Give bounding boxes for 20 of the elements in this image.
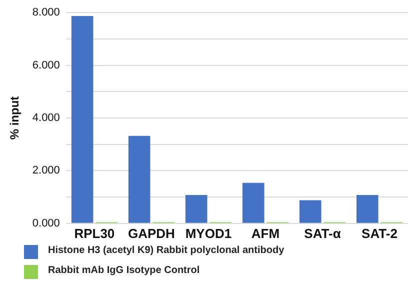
x-tick-label: SAT-2	[362, 226, 398, 241]
x-tick-label: GAPDH	[128, 226, 175, 241]
bar	[71, 16, 94, 223]
x-tick-label: SAT-α	[304, 226, 341, 241]
y-tick-label: 6.000	[32, 59, 60, 72]
legend-label: Rabbit mAb IgG Isotype Control	[48, 265, 200, 276]
y-axis-title: % input	[8, 96, 22, 140]
bar	[299, 200, 322, 223]
y-tick-label: 8.000	[32, 6, 60, 19]
y-tick-label: 2.000	[32, 164, 60, 177]
y-tick-label: 0.000	[32, 217, 60, 230]
bar	[128, 136, 150, 223]
bar	[185, 194, 208, 223]
bar	[242, 182, 264, 223]
x-tick-label: RPL30	[74, 226, 115, 241]
bar	[356, 194, 378, 223]
legend-label: Histone H3 (acetyl K9) Rabbit polyclonal antibody	[48, 245, 284, 256]
x-tick-label: AFM	[251, 226, 280, 241]
y-tick-label: 4.000	[32, 112, 60, 124]
x-tick-label: MYOD1	[185, 226, 232, 241]
